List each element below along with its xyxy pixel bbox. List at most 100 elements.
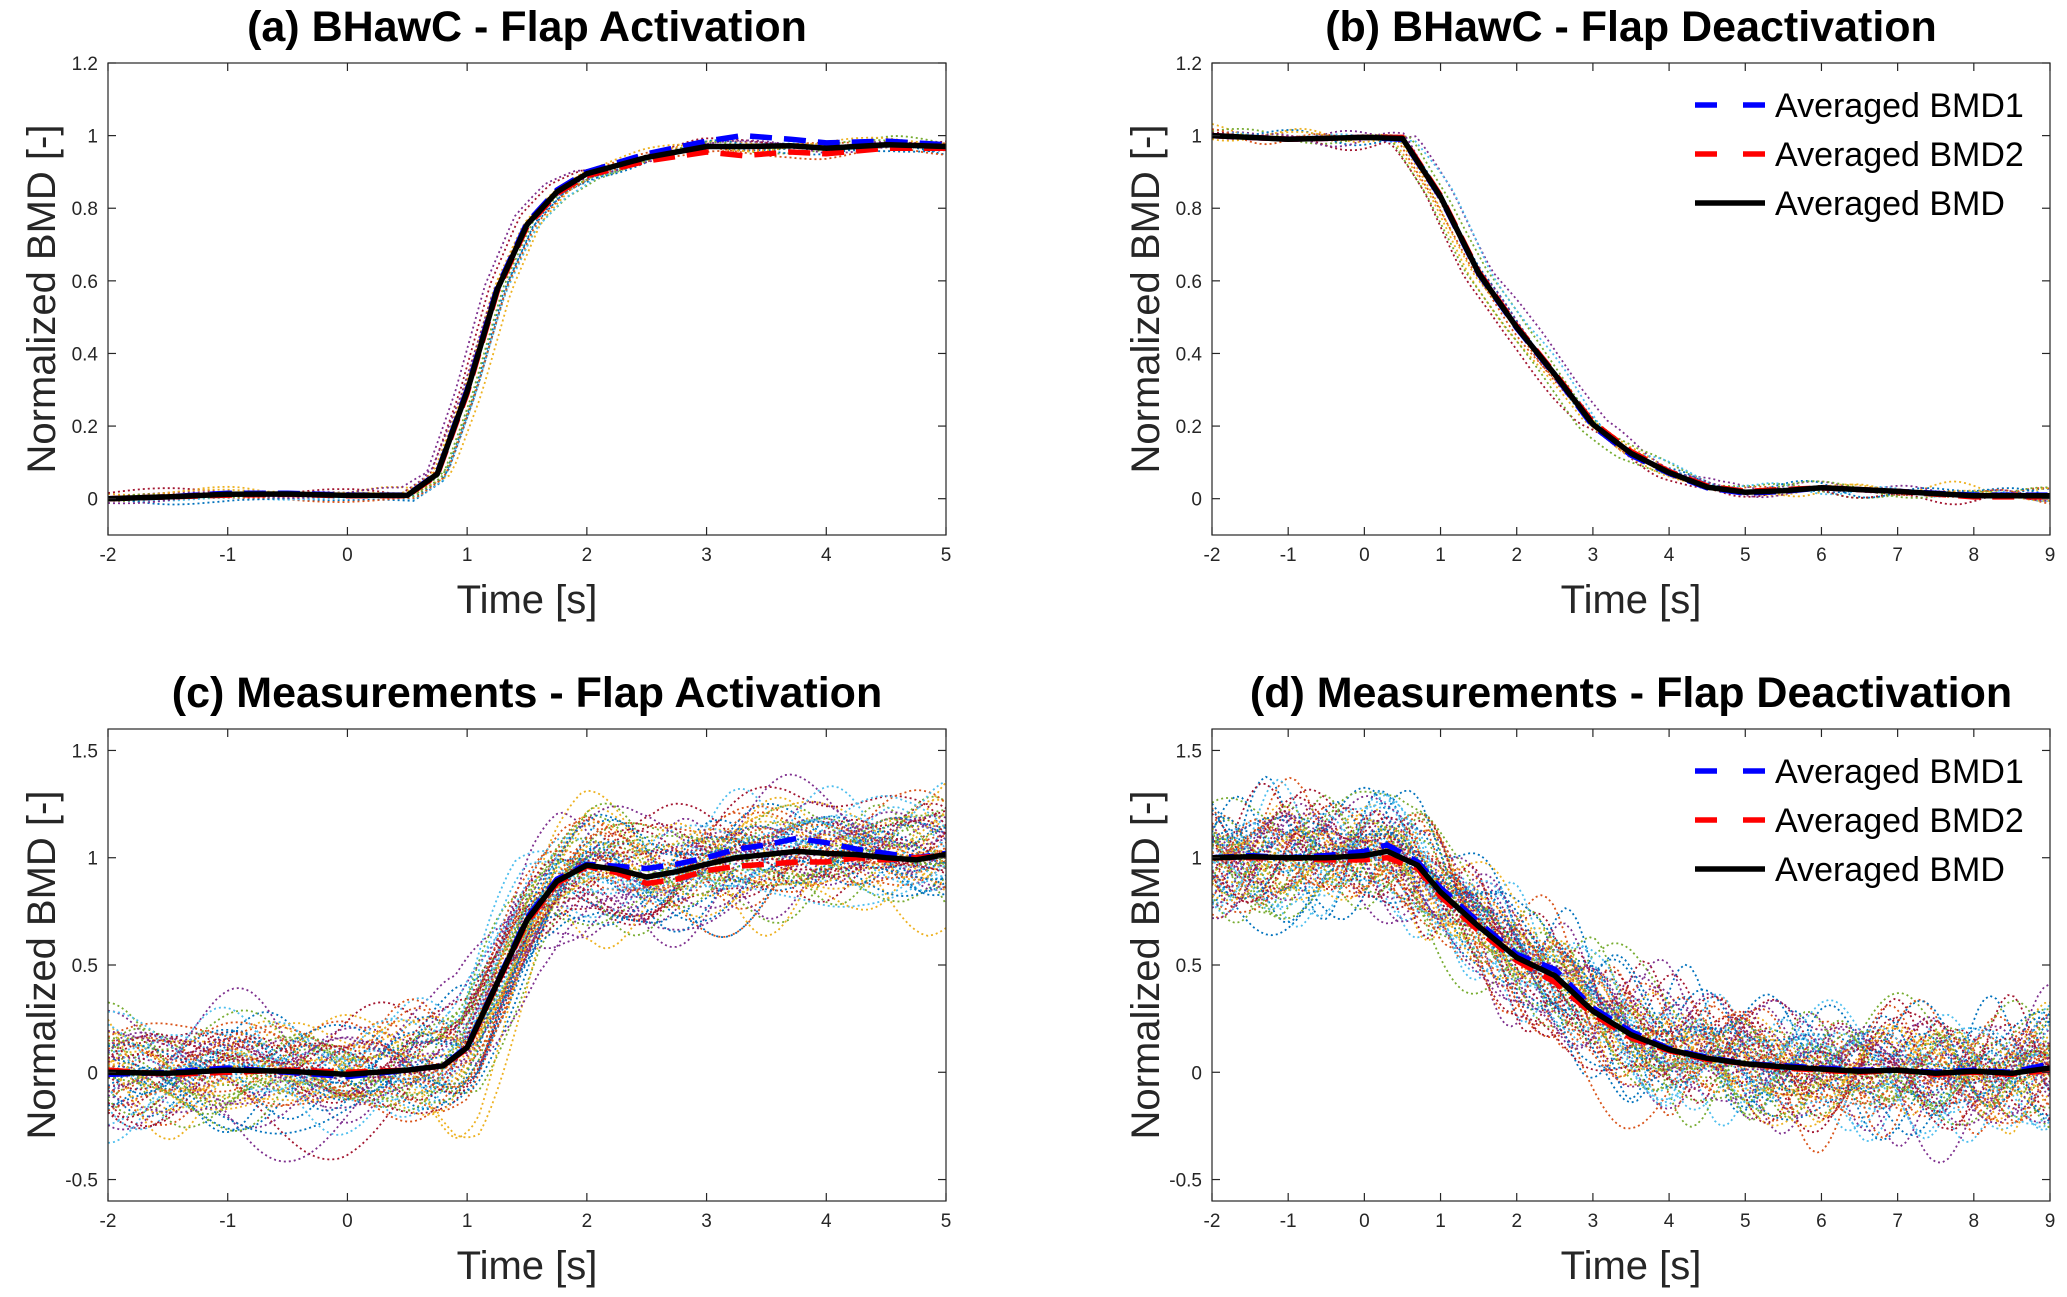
x-tick-label: 5 <box>941 1211 952 1232</box>
y-axis-label: Normalized BMD [-] <box>20 125 64 474</box>
x-tick-label: 4 <box>821 545 832 566</box>
x-tick-label: 4 <box>1664 545 1675 566</box>
run-line <box>108 139 946 506</box>
y-tick-label: 1 <box>87 849 98 870</box>
legend: Averaged BMD1 Averaged BMD2 Averaged BMD <box>1695 753 2024 889</box>
averaged-series <box>1212 132 2050 500</box>
individual-runs <box>108 773 946 1163</box>
y-tick-label: 0.6 <box>1176 272 1202 293</box>
run-line <box>108 838 946 1139</box>
y-tick-label: 0 <box>87 1063 98 1084</box>
y-tick-label: 1 <box>1191 849 1202 870</box>
run-line <box>1212 847 2050 1098</box>
x-tick-label: -1 <box>219 1211 236 1232</box>
x-tick-label: 3 <box>1588 1211 1599 1232</box>
run-line <box>108 832 946 1119</box>
x-axis-label: Time [s] <box>457 1244 598 1288</box>
run-line <box>108 816 946 1134</box>
run-line <box>1212 829 2050 1107</box>
x-tick-label: 2 <box>582 1211 593 1232</box>
chart-c: (c) Measurements - Flap Activation -2 -1 0 1… <box>20 669 951 1288</box>
x-tick-label: -2 <box>100 1211 117 1232</box>
x-tick-label: -2 <box>1204 545 1221 566</box>
x-tick-label: 6 <box>1816 545 1827 566</box>
y-tick-label: 0.8 <box>72 199 98 220</box>
run-line <box>108 846 946 1107</box>
y-tick-label: 1.2 <box>72 54 98 75</box>
run-line <box>108 802 946 1075</box>
run-line <box>108 842 946 1144</box>
plot-area <box>1212 729 2050 1201</box>
run-line <box>108 780 946 1098</box>
run-line <box>1212 130 2050 498</box>
run-line <box>108 817 946 1064</box>
x-tick-label: 7 <box>1892 1211 1903 1232</box>
chart-d: (d) Measurements - Flap Deactivation -2 -1… <box>1124 669 2055 1288</box>
run-line <box>108 805 946 1108</box>
axes-frame <box>1211 62 2051 536</box>
run-line <box>1212 828 2050 1117</box>
x-tick-label: 4 <box>1664 1211 1675 1232</box>
x-tick-label: 2 <box>1511 545 1522 566</box>
run-line <box>108 849 946 1111</box>
y-tick-label: -0.5 <box>1169 1171 1202 1192</box>
x-axis-label: Time [s] <box>1561 1244 1702 1288</box>
run-line <box>108 812 946 1093</box>
y-tick-label: 1 <box>1191 127 1202 148</box>
y-tick-label: 1.5 <box>72 741 98 762</box>
y-tick-label: 0.5 <box>1176 956 1202 977</box>
run-line <box>1212 816 2050 1109</box>
run-line <box>1212 803 2050 1087</box>
run-line <box>108 811 946 1106</box>
x-tick-label: 3 <box>1588 545 1599 566</box>
y-tick-label: 0.5 <box>72 956 98 977</box>
run-line <box>108 859 946 1135</box>
x-tick-label: 1 <box>462 545 473 566</box>
x-tick-label: -1 <box>1280 545 1297 566</box>
x-tick-label: -2 <box>1204 1211 1221 1232</box>
y-tick-label: 1.2 <box>1176 54 1202 75</box>
y-tick-label: 0.2 <box>1176 417 1202 438</box>
x-tick-label: 3 <box>701 545 712 566</box>
run-line <box>1212 788 2050 1083</box>
run-line <box>1212 794 2050 1128</box>
run-line <box>1212 806 2050 1134</box>
run-line <box>1212 803 2050 1118</box>
run-line <box>1212 789 2050 1097</box>
x-tick-label: 9 <box>2045 1211 2056 1232</box>
chart-title: (d) Measurements - Flap Deactivation <box>1250 669 2012 717</box>
chart-title: (c) Measurements - Flap Activation <box>172 669 882 717</box>
run-line <box>1212 793 2050 1131</box>
y-tick-label: 0.2 <box>72 417 98 438</box>
run-line <box>108 805 946 1124</box>
x-tick-label: 0 <box>1359 545 1370 566</box>
y-tick-label: 0 <box>1191 490 1202 511</box>
run-line <box>108 818 946 1101</box>
x-tick-label: 4 <box>821 1211 832 1232</box>
run-line <box>1212 818 2050 1123</box>
run-line <box>1212 845 2050 1105</box>
y-axis-label: Normalized BMD [-] <box>20 791 64 1140</box>
y-tick-label: -0.5 <box>65 1171 98 1192</box>
y-tick-label: 0.4 <box>1176 344 1203 365</box>
run-line <box>1212 807 2050 1123</box>
run-line <box>108 804 946 1101</box>
y-tick-label: 0.4 <box>72 344 99 365</box>
x-axis-label: Time [s] <box>457 578 598 622</box>
x-tick-label: -2 <box>100 545 117 566</box>
series-averaged-bmd2 <box>108 852 946 1078</box>
run-line <box>1212 795 2050 1104</box>
chart-title: (b) BHawC - Flap Deactivation <box>1325 3 1937 51</box>
run-line <box>108 789 946 1112</box>
run-line <box>1212 812 2050 1124</box>
run-line <box>108 794 946 1080</box>
plot-area <box>1212 63 2050 535</box>
legend-label: Averaged BMD <box>1775 185 2005 223</box>
legend: Averaged BMD1 Averaged BMD2 Averaged BMD <box>1695 87 2024 223</box>
run-line <box>108 811 946 1102</box>
x-axis-label: Time [s] <box>1561 578 1702 622</box>
run-line <box>108 141 946 500</box>
series-averaged-bmd <box>108 141 946 502</box>
run-line <box>108 814 946 1077</box>
